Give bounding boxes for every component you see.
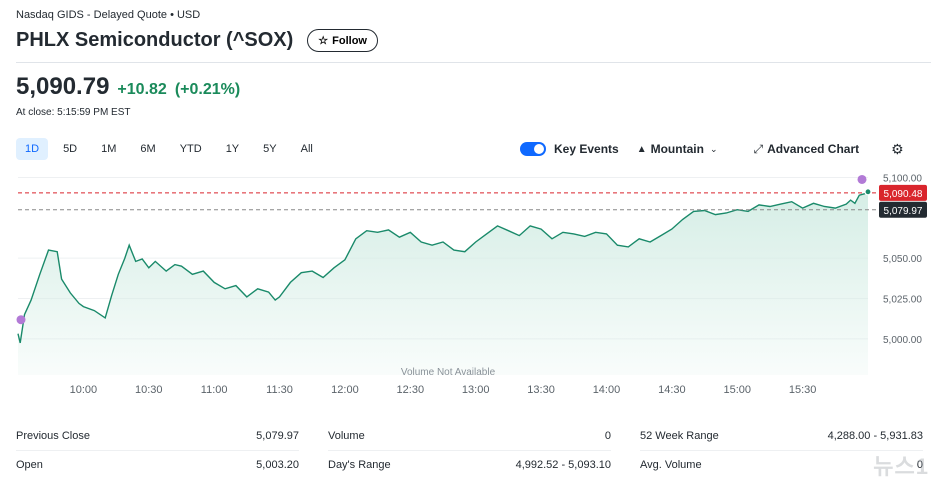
chart-type-dropdown[interactable]: ▲ Mountain ⌄ (637, 142, 718, 156)
x-tick-label: 12:00 (331, 384, 359, 396)
watermark-logo: 뉴스1 (873, 454, 929, 479)
range-tab-5y[interactable]: 5Y (263, 143, 277, 155)
stat-label: Open (16, 459, 43, 471)
range-tab-1y[interactable]: 1Y (225, 143, 240, 155)
key-event-dot (857, 174, 867, 184)
range-tab-1d[interactable]: 1D (16, 138, 49, 160)
chart-controls: Key Events ▲ Mountain ⌄ ⤢ Advanced Chart… (520, 138, 904, 160)
price-change-percent: (+0.21%) (174, 81, 241, 98)
title-row: PHLX Semiconductor (^SOX) ☆ Follow (16, 29, 378, 52)
stat-value: 0 (604, 430, 611, 442)
previous-close-tag-label: 5,079.97 (884, 206, 923, 217)
expand-icon: ⤢ (753, 141, 764, 156)
advanced-chart-button[interactable]: ⤢ Advanced Chart (753, 142, 859, 157)
x-tick-label: 12:30 (397, 384, 425, 396)
key-events-toggle-control[interactable]: Key Events (520, 142, 619, 156)
last-price-tag (879, 184, 927, 201)
price-area (18, 192, 868, 375)
stat-divider (16, 450, 299, 451)
page-title: PHLX Semiconductor (^SOX) (16, 29, 294, 51)
price-chart[interactable]: 5,000.00 5,025.00 5,050.00 5,100.00 5,090.48… (0, 165, 941, 400)
range-tab-5d[interactable]: 5D (63, 143, 78, 155)
header-divider (16, 62, 931, 63)
settings-button[interactable]: ⚙ (891, 141, 904, 158)
key-events-toggle[interactable] (520, 142, 546, 156)
price-change: +10.82 (117, 81, 167, 98)
stat-label: Previous Close (16, 430, 90, 442)
source-line: Nasdaq GIDS - Delayed Quote • USD (16, 9, 201, 21)
x-tick-label: 14:30 (658, 384, 686, 396)
x-tick-label: 11:30 (266, 384, 293, 396)
stat-label: Avg. Volume (640, 459, 702, 471)
chart-type-label: Mountain (650, 142, 704, 156)
key-events-label: Key Events (554, 142, 619, 156)
price-line (17, 192, 869, 344)
x-tick-label: 14:00 (593, 384, 621, 396)
key-event-dot (16, 315, 26, 325)
volume-note: Volume Not Available (401, 367, 496, 378)
stat-divider (640, 450, 923, 451)
stat-value: 4,288.00 - 5,931.83 (827, 430, 923, 442)
stat-value: 5,079.97 (256, 430, 299, 442)
last-price-dot (864, 188, 872, 196)
x-tick-label: 15:00 (723, 384, 751, 396)
range-tab-ytd[interactable]: YTD (179, 143, 202, 155)
range-tabs: 1D 5D 1M 6M YTD 1Y 5Y All (16, 138, 328, 160)
x-tick-label: 15:30 (789, 384, 817, 396)
x-tick-label: 13:00 (462, 384, 490, 396)
y-tick-label: 5,000.00 (883, 335, 922, 346)
price-row: 5,090.79 +10.82 (+0.21%) (16, 73, 240, 101)
gear-icon: ⚙ (891, 140, 904, 157)
advanced-chart-label: Advanced Chart (767, 142, 860, 156)
stat-value: 4,992.52 - 5,093.10 (515, 459, 611, 471)
stat-value: 5,003.20 (256, 459, 299, 471)
x-tick-label: 10:30 (135, 384, 163, 396)
x-tick-label: 13:30 (527, 384, 555, 396)
x-tick-label: 10:00 (70, 384, 98, 396)
previous-close-tag (879, 201, 927, 218)
stat-label: Volume (328, 430, 365, 442)
y-tick-label: 5,100.00 (883, 173, 922, 184)
follow-button[interactable]: ☆ Follow (307, 29, 378, 52)
star-icon: ☆ (318, 35, 329, 47)
close-time: At close: 5:15:59 PM EST (16, 107, 131, 118)
last-price-tag-label: 5,090.48 (884, 189, 923, 200)
range-tab-all[interactable]: All (300, 143, 313, 155)
stat-divider (328, 450, 611, 451)
stat-value: 0 (916, 459, 923, 471)
mountain-icon: ▲ (636, 143, 647, 155)
stat-label: Day's Range (328, 459, 391, 471)
chevron-down-icon: ⌄ (709, 143, 718, 154)
range-tab-1m[interactable]: 1M (101, 143, 117, 155)
stat-label: 52 Week Range (640, 430, 719, 442)
y-tick-label: 5,025.00 (883, 295, 922, 306)
follow-label: Follow (332, 34, 367, 47)
range-tab-6m[interactable]: 6M (140, 143, 156, 155)
y-tick-label: 5,050.00 (883, 254, 922, 265)
x-tick-label: 11:00 (201, 384, 228, 396)
current-price: 5,090.79 (16, 73, 110, 100)
